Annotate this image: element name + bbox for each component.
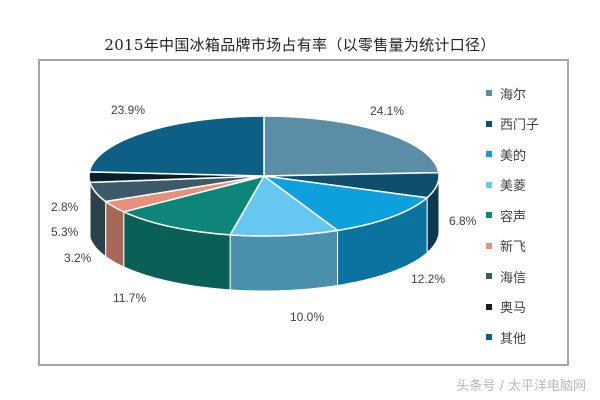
data-label: 24.1% <box>370 104 405 118</box>
pie-top-faces <box>88 115 440 237</box>
legend-label: 奥马 <box>500 301 527 317</box>
legend-item: 其他 <box>486 322 539 353</box>
legend-item: 新飞 <box>486 231 539 262</box>
data-label: 3.2% <box>64 251 92 265</box>
legend-swatch-icon <box>486 334 492 341</box>
legend-label: 美菱 <box>500 179 527 195</box>
pie-slice-8 <box>88 115 265 177</box>
legend-label: 海信 <box>500 270 527 286</box>
legend-swatch-icon <box>486 242 492 249</box>
pie-side-7 <box>88 176 91 238</box>
chart-frame <box>38 59 569 366</box>
pie-slice-0 <box>263 115 440 177</box>
legend-label: 海尔 <box>500 87 527 103</box>
pie-slice-4 <box>121 174 266 236</box>
legend-item: 奥马 <box>486 292 539 323</box>
pie-slice-3 <box>228 174 340 237</box>
legend-swatch-icon <box>486 212 492 219</box>
legend-label: 其他 <box>500 331 527 347</box>
legend-label: 西门子 <box>500 118 540 134</box>
data-label: 6.8% <box>449 214 477 228</box>
data-label: 2.8% <box>51 200 79 214</box>
watermark: 头条号 / 太平洋电脑网 <box>456 379 586 394</box>
legend-swatch-icon <box>486 90 492 97</box>
legend-item: 海信 <box>486 261 539 292</box>
legend-swatch-icon <box>486 303 492 310</box>
pie-side-3 <box>229 229 339 292</box>
data-label: 12.2% <box>411 272 446 286</box>
legend-item: 海尔 <box>486 78 539 109</box>
legend-swatch-icon <box>486 151 492 158</box>
legend: 海尔西门子美的美菱容声新飞海信奥马其他 <box>486 78 539 353</box>
legend-label: 新飞 <box>500 240 527 256</box>
legend-item: 西门子 <box>486 109 539 140</box>
data-label: 11.7% <box>113 291 147 305</box>
data-label: 5.3% <box>51 225 79 239</box>
data-label: 10.0% <box>290 310 325 324</box>
legend-label: 容声 <box>500 209 527 225</box>
legend-item: 美菱 <box>486 170 539 201</box>
legend-swatch-icon <box>486 273 492 280</box>
legend-item: 美的 <box>486 139 539 170</box>
pie-side-walls <box>88 175 440 292</box>
pie-slice-2 <box>263 175 429 232</box>
data-label: 23.9% <box>111 103 146 117</box>
legend-swatch-icon <box>486 120 492 127</box>
chart-title: 2015年中国冰箱品牌市场占有率（以零售量为统计口径） <box>104 36 496 54</box>
legend-item: 容声 <box>486 200 539 231</box>
legend-label: 美的 <box>500 148 527 164</box>
legend-swatch-icon <box>486 181 492 188</box>
